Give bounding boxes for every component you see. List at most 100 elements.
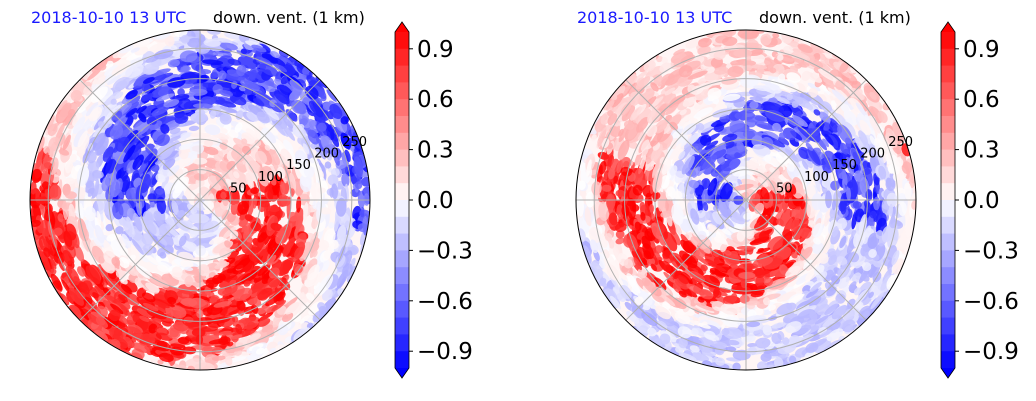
field-cell xyxy=(155,142,172,156)
field-cell xyxy=(177,251,194,262)
field-cell xyxy=(156,134,170,146)
field-cell xyxy=(64,191,77,200)
field-cell xyxy=(257,318,271,327)
field-cell xyxy=(294,246,304,260)
field-cell xyxy=(303,97,311,105)
field-cell xyxy=(240,48,248,55)
field-cell xyxy=(322,250,331,261)
field-cell xyxy=(65,265,80,286)
field-cell xyxy=(125,64,145,78)
field-cell xyxy=(248,160,260,174)
field-cell xyxy=(326,153,333,161)
field-cell xyxy=(312,250,318,258)
field-cell xyxy=(313,85,327,99)
colorbar-segment xyxy=(395,200,409,218)
field-cell xyxy=(176,289,194,300)
field-cell xyxy=(256,111,270,124)
field-cell xyxy=(268,149,280,166)
field-cell xyxy=(118,325,129,333)
colorbar-segment xyxy=(395,351,409,369)
field-cell xyxy=(255,347,265,355)
field-cell xyxy=(155,173,166,183)
field-cell xyxy=(143,76,155,84)
field-cell xyxy=(783,45,795,55)
field-cell xyxy=(87,151,97,164)
field-cell xyxy=(264,144,271,151)
field-cell xyxy=(131,342,150,353)
field-cell xyxy=(212,83,223,95)
field-cell xyxy=(70,89,83,102)
field-cell xyxy=(209,109,217,119)
field-cell xyxy=(190,112,208,123)
field-cell xyxy=(99,64,107,71)
field-cell xyxy=(187,37,203,48)
field-cell xyxy=(110,303,124,315)
field-cell xyxy=(280,195,291,207)
field-cell xyxy=(206,263,218,271)
field-cell xyxy=(133,212,143,232)
field-cell xyxy=(243,280,251,287)
field-cell xyxy=(250,187,260,195)
field-cell xyxy=(72,113,83,127)
colorbar-segment xyxy=(395,250,409,268)
field-cell xyxy=(167,59,180,68)
field-cell xyxy=(297,135,306,145)
field-cell xyxy=(115,178,123,194)
field-cell xyxy=(141,93,154,102)
field-cell xyxy=(161,176,170,189)
field-cell xyxy=(241,316,260,330)
field-cell xyxy=(157,116,176,127)
field-cell xyxy=(59,102,72,118)
field-cell xyxy=(109,327,124,341)
field-cell xyxy=(171,200,179,216)
field-cell xyxy=(88,106,103,122)
field-cell xyxy=(327,174,339,186)
field-cell xyxy=(90,86,108,103)
grid-spoke xyxy=(199,199,321,321)
colorbar-tick-label: −0.3 xyxy=(417,238,473,264)
field-cell xyxy=(139,252,150,263)
field-cell xyxy=(230,334,243,340)
field-cell xyxy=(97,264,112,282)
field-cell xyxy=(329,103,343,120)
field-cell xyxy=(173,30,188,38)
field-cell xyxy=(234,122,243,133)
field-cell xyxy=(217,283,238,297)
colorbar-segment xyxy=(395,48,409,67)
field-cell xyxy=(253,98,265,107)
field-cell xyxy=(62,200,68,220)
field-cell xyxy=(219,89,234,97)
field-cell xyxy=(244,71,256,81)
field-cell xyxy=(346,265,357,283)
field-cell xyxy=(255,150,267,164)
field-cell xyxy=(312,200,317,210)
field-cell xyxy=(58,148,70,156)
field-cell xyxy=(299,318,306,324)
field-cell xyxy=(195,245,207,257)
field-cell xyxy=(159,223,171,235)
field-cell xyxy=(180,259,194,269)
field-cell xyxy=(237,200,249,215)
field-cell xyxy=(289,172,297,193)
field-cell xyxy=(230,199,241,215)
field-cell xyxy=(245,172,255,190)
field-cell xyxy=(70,153,77,163)
field-cell xyxy=(120,175,131,193)
field-cell xyxy=(213,301,233,308)
velocity-field xyxy=(576,30,916,370)
colorbar-tick-label: 0.3 xyxy=(417,138,454,164)
field-cell xyxy=(254,139,262,147)
field-cell xyxy=(118,256,130,269)
field-cell xyxy=(134,277,146,288)
field-cell xyxy=(57,213,64,223)
field-cell xyxy=(111,63,128,76)
field-cell xyxy=(177,88,185,97)
field-cell xyxy=(55,122,66,142)
field-cell xyxy=(340,116,349,125)
field-cell xyxy=(43,247,51,258)
field-cell xyxy=(612,235,623,256)
colorbar-tick-label: 0.0 xyxy=(417,188,454,214)
polar-grid xyxy=(30,30,370,370)
